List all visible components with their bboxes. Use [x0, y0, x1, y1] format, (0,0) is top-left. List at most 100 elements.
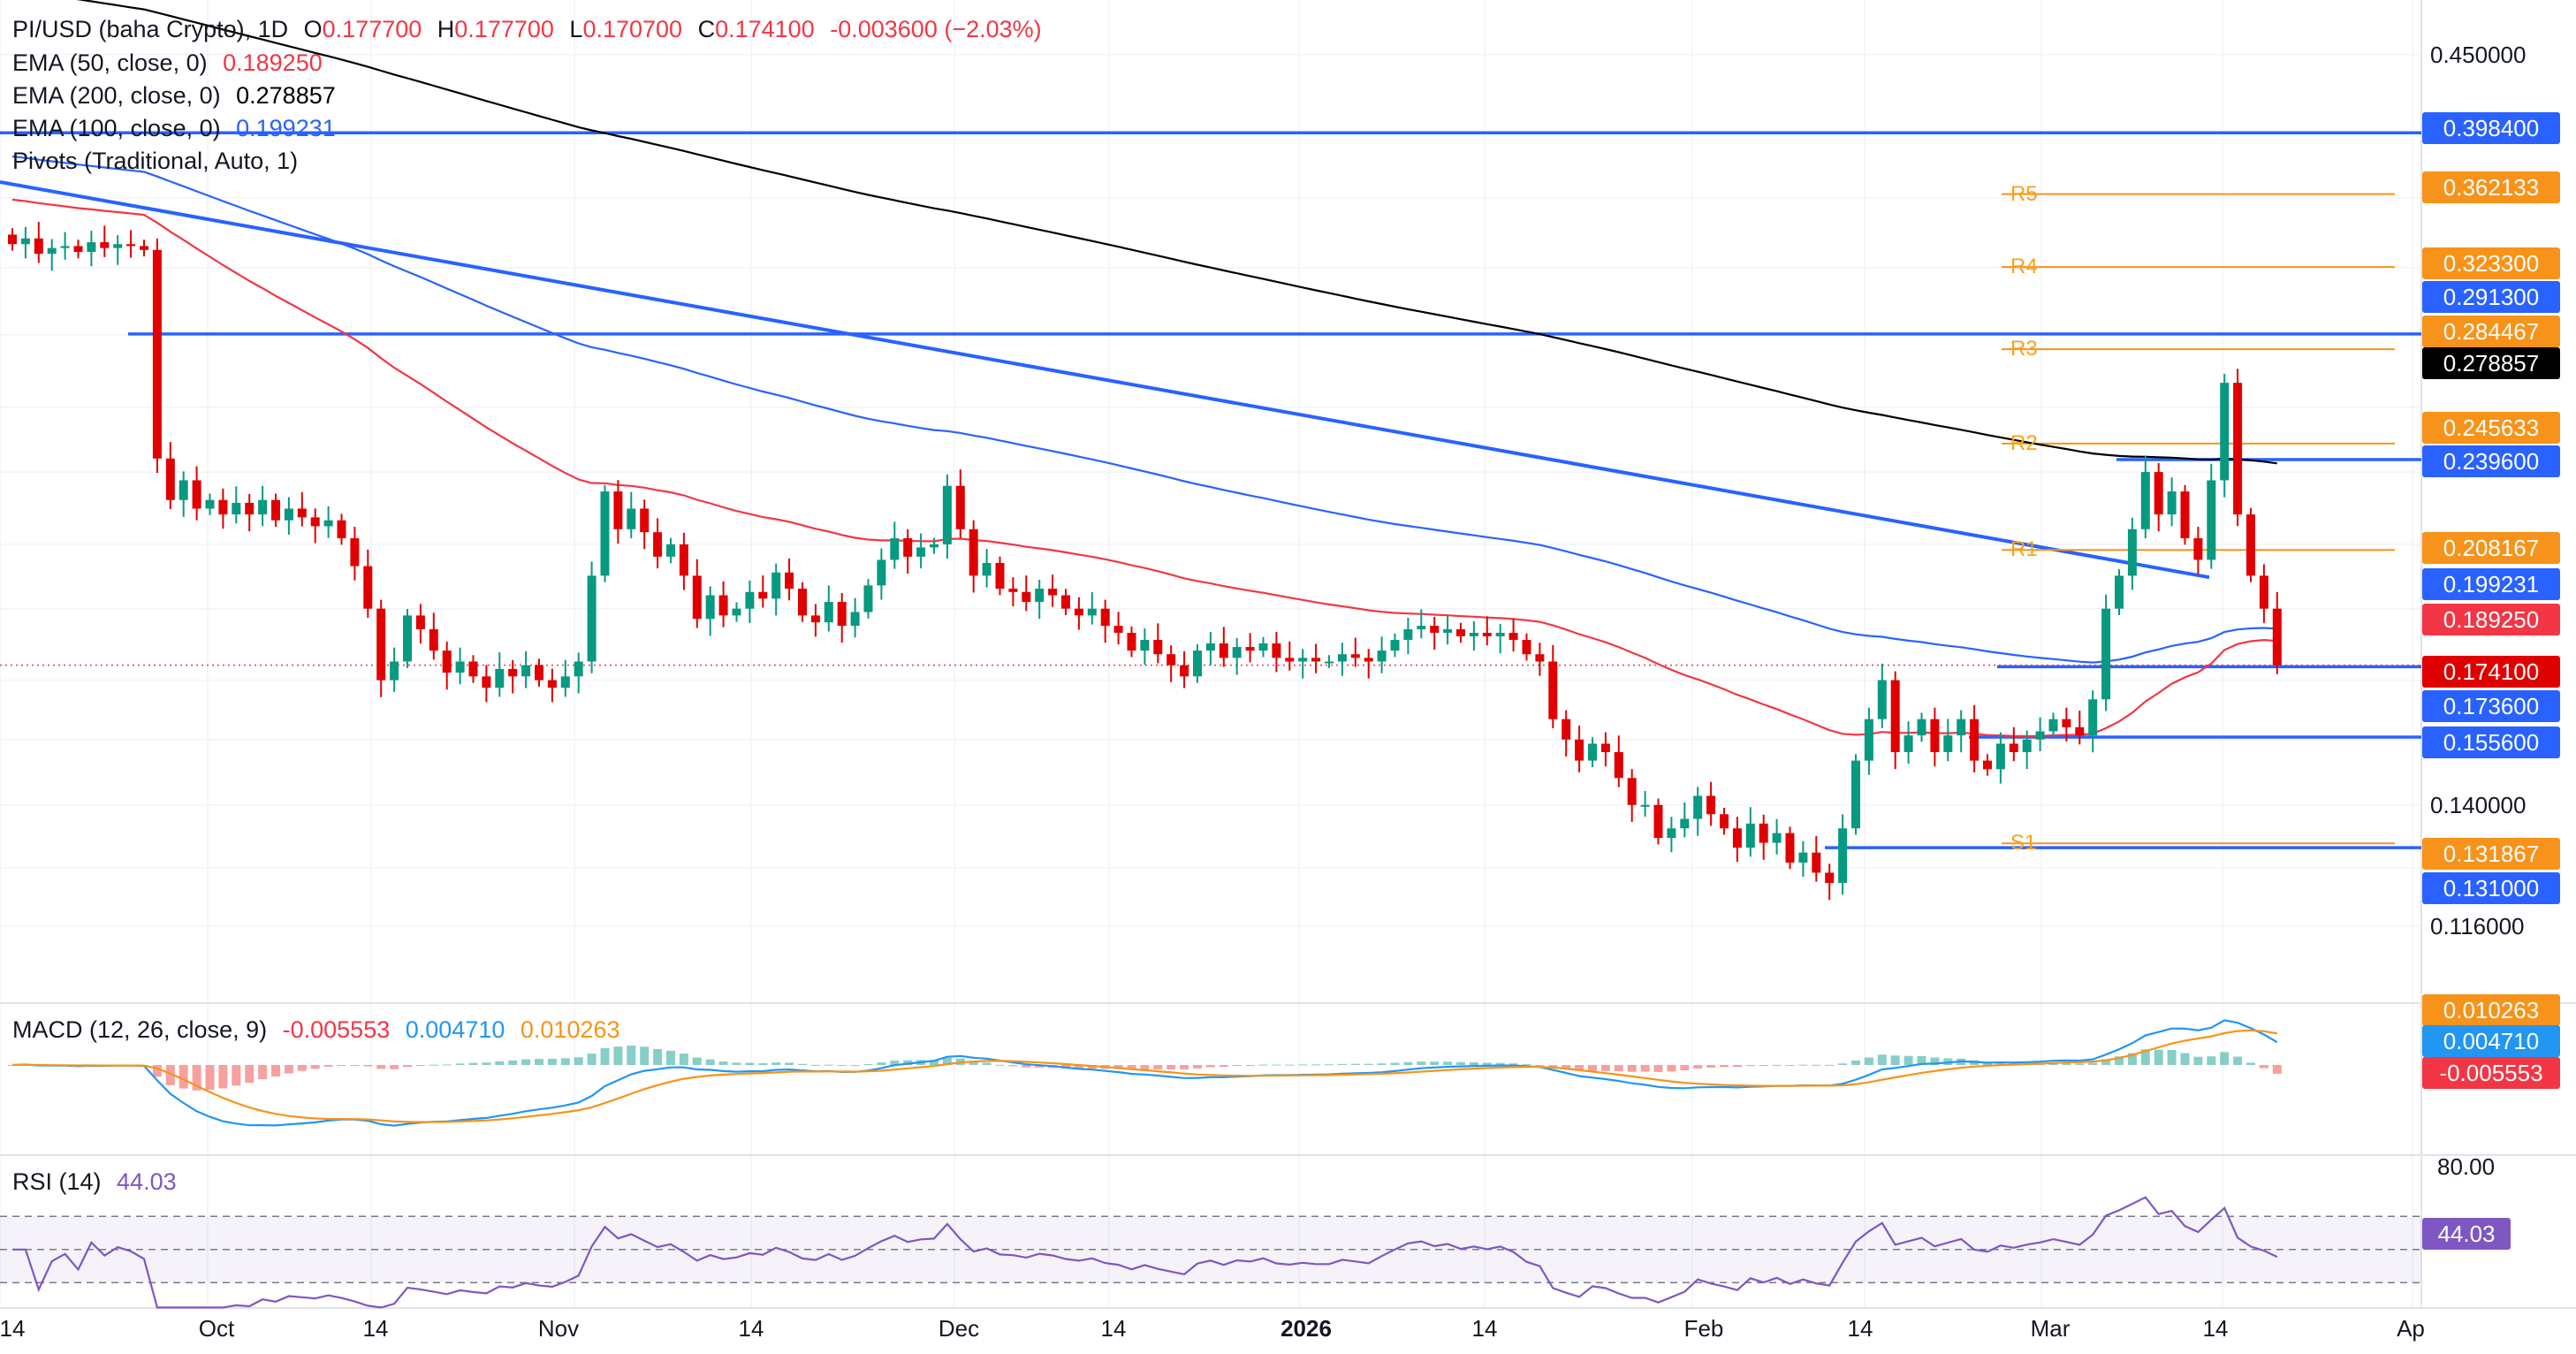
candle — [1548, 644, 1558, 728]
candle — [390, 647, 399, 692]
candle — [1575, 725, 1584, 772]
macd-axis-tag: 0.004710 — [2422, 1025, 2560, 1057]
candle-body — [468, 661, 478, 677]
candle-body — [1838, 828, 1848, 884]
candle-body — [837, 602, 847, 627]
candle — [1390, 633, 1400, 658]
candle-body — [1640, 804, 1650, 807]
candle — [1983, 754, 1992, 776]
candle-body — [258, 499, 268, 515]
candle — [1904, 721, 1913, 764]
candle — [1258, 636, 1268, 658]
macd-histogram-bar — [1930, 1057, 1940, 1065]
macd-histogram-bar — [785, 1062, 794, 1065]
candle-body — [1035, 589, 1045, 603]
candle — [20, 226, 30, 259]
macd-histogram-bar — [350, 1065, 360, 1066]
macd-histogram-bar — [1680, 1065, 1690, 1071]
macd-histogram-bar — [521, 1059, 531, 1065]
ohlc-close-label: C — [697, 16, 716, 42]
candle-body — [798, 589, 807, 616]
macd-histogram-bar — [930, 1060, 938, 1065]
candle-body — [350, 538, 360, 567]
candle-body — [1258, 643, 1268, 651]
candle-body — [1943, 735, 1953, 752]
macd-histogram-bar — [2140, 1049, 2150, 1065]
ema200-legend: EMA (200, close, 0) 0.278857 — [12, 82, 345, 110]
pivot-label-r1: R1 — [2010, 537, 2038, 562]
candle-body — [1219, 643, 1228, 658]
candle — [547, 668, 557, 703]
candle — [152, 238, 162, 473]
candle — [1337, 643, 1347, 676]
macd-histogram-bar — [1219, 1065, 1228, 1068]
time-axis-label: 14 — [2202, 1315, 2229, 1342]
candle-body — [969, 529, 978, 576]
candle-body — [2207, 480, 2216, 560]
candle-body — [2193, 538, 2203, 560]
rsi-axis-label-80: 80.00 — [2437, 1153, 2496, 1180]
candle — [2022, 730, 2032, 770]
macd-histogram-bar — [205, 1065, 215, 1091]
macd-histogram-bar — [152, 1065, 162, 1077]
candle-body — [126, 244, 136, 247]
time-axis-label: 14 — [1100, 1315, 1127, 1342]
macd-pane — [8, 1019, 2282, 1127]
candle-body — [1627, 778, 1637, 805]
macd-histogram-bar — [877, 1062, 886, 1065]
price-tag: 0.398400 — [2422, 112, 2560, 144]
candle — [2233, 369, 2243, 527]
candle — [1745, 807, 1755, 857]
macd-axis-tag: 0.010263 — [2422, 994, 2560, 1026]
macd-histogram-bar — [1140, 1065, 1150, 1069]
ohlc-high: 0.177700 — [454, 16, 554, 42]
candle — [468, 655, 478, 683]
candle — [87, 231, 96, 267]
pivot-label-r2: R2 — [2010, 430, 2038, 455]
macd-histogram-bar — [323, 1065, 333, 1067]
candle-body — [245, 502, 255, 515]
macd-axis-tag: -0.005553 — [2422, 1057, 2560, 1089]
candle-body — [1588, 743, 1597, 761]
candle-body — [930, 544, 938, 548]
macd-histogram-bar — [1588, 1065, 1597, 1071]
macd-histogram-bar — [2167, 1049, 2177, 1065]
price-tag: 0.245633 — [2422, 412, 2560, 444]
macd-histogram-bar — [600, 1047, 610, 1065]
macd-histogram-bar — [1325, 1064, 1334, 1066]
candle-body — [508, 668, 518, 677]
candle — [2048, 712, 2058, 738]
candle — [1272, 632, 1281, 673]
macd-histogram-bar — [1337, 1063, 1347, 1065]
candle — [1693, 787, 1703, 836]
candle — [1667, 817, 1676, 853]
candle-body — [2259, 575, 2268, 609]
ema50-legend: EMA (50, close, 0) 0.189250 — [12, 49, 331, 77]
macd-histogram-bar — [1364, 1063, 1373, 1065]
ema50-value: 0.189250 — [223, 49, 323, 76]
ema100-legend: EMA (100, close, 0) 0.199231 — [12, 115, 345, 142]
macd-histogram-bar — [1430, 1061, 1440, 1065]
pivot-label-r3: R3 — [2010, 337, 2038, 361]
candle — [1153, 623, 1163, 664]
macd-histogram-bar — [482, 1062, 491, 1065]
macd-histogram-bar — [297, 1065, 307, 1071]
candle-body — [1417, 626, 1426, 630]
candle — [2088, 690, 2098, 753]
candle-body — [165, 458, 175, 500]
candle-body — [1008, 589, 1018, 592]
candle-body — [1364, 658, 1373, 662]
candle — [1851, 754, 1860, 835]
candle-body — [1298, 658, 1308, 662]
price-tag: 0.131000 — [2422, 872, 2560, 904]
candle — [850, 597, 860, 638]
ema100-label: EMA (100, close, 0) — [12, 115, 221, 141]
price-tag: 0.173600 — [2422, 690, 2560, 722]
candle-body — [890, 538, 900, 560]
candle-body — [653, 532, 663, 557]
candle-body — [705, 595, 715, 620]
candle — [376, 599, 386, 697]
candle — [982, 549, 992, 588]
candle-body — [218, 499, 228, 515]
